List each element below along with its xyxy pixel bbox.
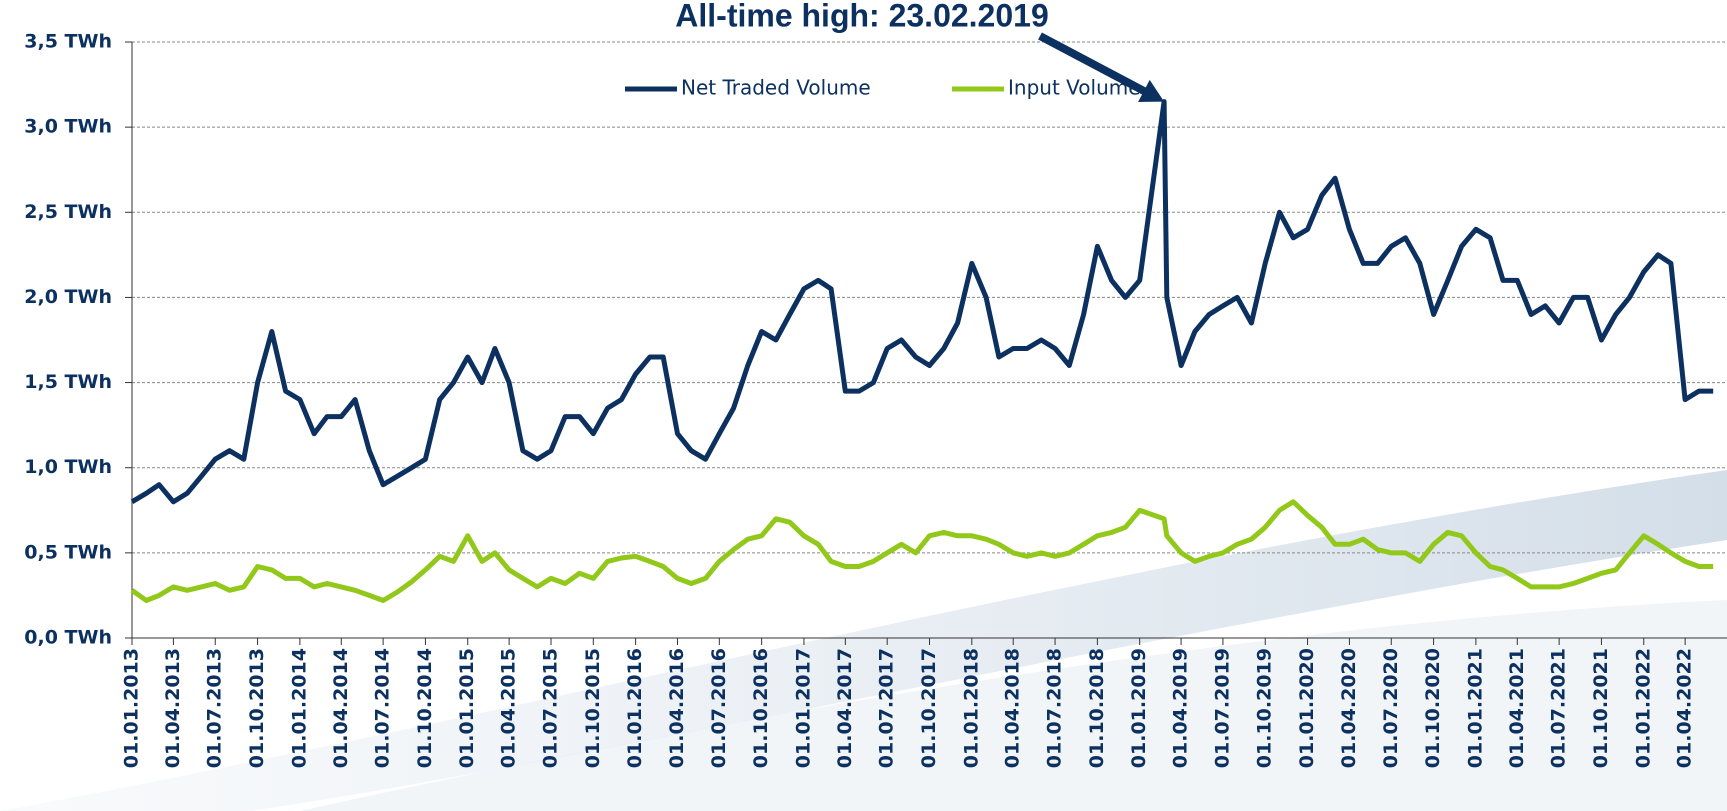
y-tick-label: 0,5 TWh [24,541,112,563]
x-tick-label: 01.01.2016 [624,648,646,768]
x-tick-label: 01.04.2016 [666,648,688,768]
x-tick-label: 01.10.2015 [582,648,604,768]
series-line [130,99,1714,505]
x-tick-label: 01.07.2013 [204,648,226,768]
x-tick-label: 01.01.2021 [1464,648,1486,768]
x-tick-label: 01.04.2020 [1338,648,1360,768]
x-tick-label: 01.01.2015 [456,648,478,768]
annotation: All-time high: 23.02.2019 [675,0,1048,33]
x-tick-label: 01.01.2020 [1296,648,1318,768]
x-tick-label: 01.04.2013 [162,648,184,768]
x-tick-label: 01.07.2015 [539,648,561,768]
x-tick-label: 01.10.2013 [246,648,268,768]
x-tick-label: 01.04.2019 [1170,648,1192,768]
x-tick-label: 01.10.2020 [1422,648,1444,768]
y-tick-label: 1,0 TWh [24,456,112,478]
x-tick-label: 01.01.2017 [792,648,814,768]
annotation-arrowhead [1138,79,1165,102]
x-tick-label: 01.01.2018 [960,648,982,768]
y-tick-label: 1,5 TWh [24,371,112,393]
x-tick-label: 01.01.2022 [1632,648,1654,768]
background-swoosh [300,600,1727,811]
background-swoosh [0,470,1727,811]
x-tick-label: 01.10.2019 [1254,648,1276,768]
x-tick-label: 01.01.2013 [121,648,143,768]
y-tick-label: 2,5 TWh [24,201,112,223]
x-tick-label: 01.04.2017 [834,648,856,768]
x-tick-label: 01.07.2014 [372,648,394,768]
x-tick-label: 01.04.2021 [1506,648,1528,768]
y-tick-label: 3,0 TWh [24,116,112,138]
x-tick-label: 01.10.2016 [750,648,772,768]
x-tick-label: 01.07.2016 [708,648,730,768]
x-tick-label: 01.04.2015 [498,648,520,768]
y-tick-label: 3,5 TWh [24,31,112,53]
x-tick-label: 01.10.2014 [414,648,436,768]
x-tick-label: 01.10.2017 [918,648,940,768]
x-tick-label: 01.04.2018 [1002,648,1024,768]
x-tick-label: 01.01.2014 [288,648,310,768]
legend-label: Net Traded Volume [681,76,871,100]
x-tick-label: 01.04.2022 [1674,648,1696,768]
x-tick-label: 01.07.2018 [1044,648,1066,768]
x-tick-label: 01.10.2018 [1086,648,1108,768]
series-line [130,499,1714,603]
x-tick-label: 01.07.2021 [1548,648,1570,768]
x-tick-label: 01.10.2021 [1590,648,1612,768]
x-tick-label: 01.07.2019 [1211,648,1233,768]
y-tick-label: 2,0 TWh [24,286,112,308]
x-tick-label: 01.07.2017 [876,648,898,768]
x-tick-label: 01.07.2020 [1380,648,1402,768]
x-tick-label: 01.04.2014 [330,648,352,768]
annotation-arrow [1038,32,1158,101]
y-tick-label: 0,0 TWh [24,627,112,649]
x-tick-label: 01.01.2019 [1128,648,1150,768]
